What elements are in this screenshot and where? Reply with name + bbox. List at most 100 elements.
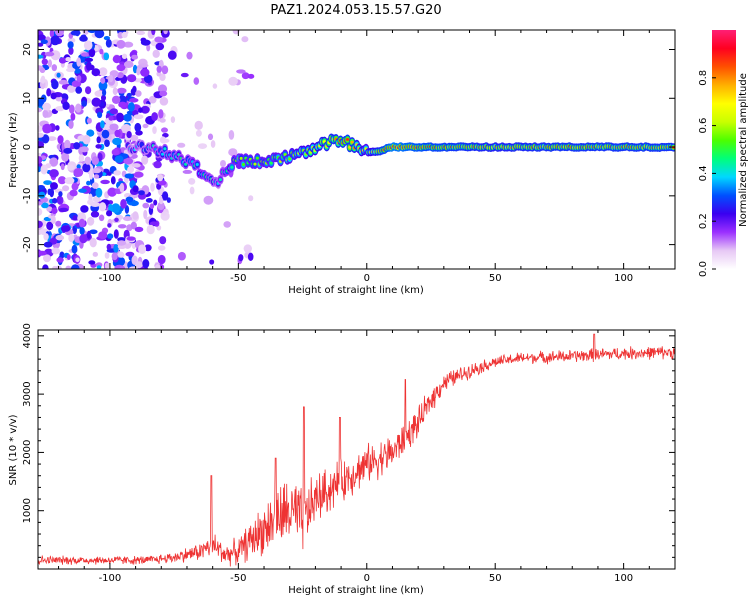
spectrogram-noise-blob xyxy=(212,83,218,89)
spectrogram-noise-blob xyxy=(89,237,97,248)
spectrogram-noise-blob xyxy=(38,107,43,113)
spectrogram-noise-blob xyxy=(114,155,124,163)
spectrogram-noise-blob xyxy=(91,97,101,107)
spectrogram-ridge-core xyxy=(218,178,222,182)
spectrogram-noise-blob xyxy=(148,95,157,104)
spectrogram-noise-blob xyxy=(133,171,144,178)
spectrogram-ytick-label: 10 xyxy=(22,92,33,105)
spectrogram-noise-blob xyxy=(145,198,153,203)
spectrogram-noise-blob xyxy=(112,137,122,146)
spectrogram-noise-blob xyxy=(67,84,76,93)
spectrogram-noise-blob xyxy=(116,39,126,49)
spectrogram-noise-blob xyxy=(112,87,118,95)
spectrogram-noise-blob xyxy=(241,36,249,43)
spectrogram-ridge-core xyxy=(140,143,144,147)
spectrogram-noise-blob xyxy=(180,72,189,78)
colorbar-tick-label: 0.8 xyxy=(698,70,709,86)
spectrogram-ytick-label: -20 xyxy=(22,236,33,252)
spectrogram-noise-blob xyxy=(85,86,92,95)
spectrogram-noise-blob xyxy=(154,36,163,43)
spectrogram-noise-blob xyxy=(66,254,71,260)
spectrogram-noise-blob xyxy=(131,163,141,168)
spectrogram-ridge-core xyxy=(241,163,246,166)
spectrogram-noise-blob xyxy=(97,111,103,119)
spectrogram-noise-blob xyxy=(132,64,138,74)
spectrogram-noise-blob xyxy=(223,221,231,228)
spectrogram-noise-blob xyxy=(81,100,87,107)
spectrogram-noise-blob xyxy=(158,109,164,119)
spectrogram-noise-blob xyxy=(162,191,169,201)
spectrogram-noise-blob xyxy=(112,55,122,64)
spectrogram-noise-blob xyxy=(228,76,238,86)
spectrogram-noise-blob xyxy=(70,264,80,269)
colorbar-tick-label: 0.4 xyxy=(698,165,709,181)
spectrogram-noise-blob xyxy=(57,176,67,185)
spectrogram-noise-blob xyxy=(42,109,49,118)
spectrogram-noise-blob xyxy=(119,183,125,193)
spectrogram-noise-blob xyxy=(75,257,80,263)
spectrogram-noise-blob xyxy=(50,215,56,225)
spectrogram-noise-blob xyxy=(43,180,52,186)
spectrogram-noise-blob xyxy=(121,124,131,134)
spectrogram-noise-blob xyxy=(88,48,96,58)
spectrogram-noise-blob xyxy=(55,234,65,241)
spectrogram-noise-blob xyxy=(46,88,52,97)
spectrogram-noise-blob xyxy=(193,77,200,85)
spectrogram-noise-blob xyxy=(143,209,148,220)
spectrogram-noise-blob xyxy=(46,206,53,212)
spectrogram-ridge-core xyxy=(255,156,259,160)
spectrogram-noise-blob xyxy=(143,74,153,84)
spectrogram-noise-blob xyxy=(116,240,127,246)
spectrogram-noise-blob xyxy=(141,155,149,165)
spectrogram-ylabel: Frequency (Hz) xyxy=(8,112,19,188)
spectrogram-noise-blob xyxy=(152,126,157,135)
spectrogram-noise-blob xyxy=(86,129,95,137)
spectrogram-noise-blob xyxy=(96,136,101,144)
spectrogram-noise-blob xyxy=(188,178,196,185)
spectrogram-noise-blob xyxy=(108,74,114,83)
spectrogram-noise-blob xyxy=(58,191,63,197)
spectrogram-noise-blob xyxy=(38,220,43,228)
spectrogram-noise-blob xyxy=(126,92,132,98)
spectrogram-noise-blob xyxy=(50,35,60,46)
spectrogram-noise-blob xyxy=(151,112,158,122)
spectrogram-noise-blob xyxy=(157,201,165,211)
spectrogram-noise-blob xyxy=(38,166,42,173)
spectrogram-noise-blob xyxy=(92,168,102,174)
spectrogram-noise-blob xyxy=(49,30,55,38)
spectrogram-noise-blob xyxy=(111,148,120,156)
spectrogram-noise-blob xyxy=(38,125,43,133)
spectrogram-noise-blob xyxy=(38,42,44,47)
spectrogram-noise-blob xyxy=(106,243,112,251)
spectrogram-noise-blob xyxy=(159,236,167,245)
spectrogram-noise-blob xyxy=(94,90,104,97)
spectrogram-noise-blob xyxy=(121,53,128,59)
spectrogram-noise-blob xyxy=(135,90,142,97)
spectrogram-noise-blob xyxy=(52,198,58,204)
spectrogram-noise-blob xyxy=(195,129,202,137)
spectrogram-noise-blob xyxy=(38,191,46,199)
spectrogram-noise-blob xyxy=(51,207,58,214)
spectrogram-noise-blob xyxy=(38,132,44,138)
spectrogram-noise-blob xyxy=(65,57,71,62)
spectrogram-noise-blob xyxy=(100,120,105,129)
spectrogram-noise-blob xyxy=(78,154,85,162)
spectrogram-noise-blob xyxy=(99,48,104,55)
spectrogram-noise-blob xyxy=(228,148,238,157)
spectrogram-noise-blob xyxy=(62,101,70,110)
spectrogram-noise-blob xyxy=(38,34,46,41)
spectrogram-ridge-core xyxy=(283,153,287,156)
spectrogram-noise-blob xyxy=(136,30,146,36)
spectrogram-noise-blob xyxy=(83,40,93,51)
spectrogram-noise-blob xyxy=(68,104,75,114)
spectrogram-noise-blob xyxy=(44,36,51,46)
spectrogram-noise-blob xyxy=(43,254,51,263)
spectrogram-noise-blob xyxy=(124,205,130,214)
spectrogram-noise-blob xyxy=(58,207,69,212)
spectrogram-noise-blob xyxy=(130,134,139,142)
spectrogram-noise-blob xyxy=(126,236,136,241)
spectrogram-noise-blob xyxy=(49,157,59,167)
colorbar-tick-label: 0.6 xyxy=(698,118,709,134)
spectrogram-noise-blob xyxy=(116,64,126,72)
spectrogram-noise-blob xyxy=(138,244,147,254)
